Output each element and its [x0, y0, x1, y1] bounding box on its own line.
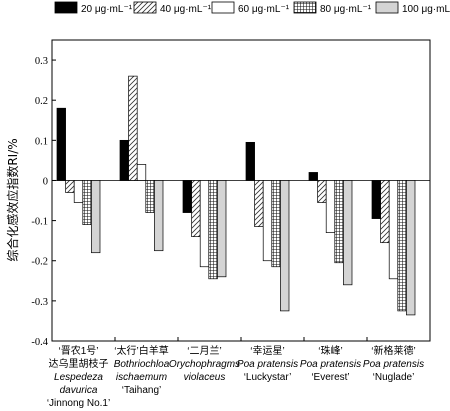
bar	[154, 180, 164, 252]
legend-label: 60 μg·mL⁻¹	[238, 4, 290, 15]
bar	[262, 180, 273, 262]
category-label-line: Bothriochloa	[114, 359, 170, 370]
bar	[56, 107, 66, 181]
y-tick-label: 0.3	[35, 56, 48, 67]
category-label-line: 达乌里胡枝子	[49, 357, 109, 370]
bar	[406, 180, 416, 316]
bar	[136, 164, 147, 181]
category-label-line: ischaemum	[116, 372, 167, 383]
legend: 20 μg·mL⁻¹ 40 μg·mL⁻¹ 60 μg·mL⁻¹ 80 μg·mL⁻¹…	[54, 1, 450, 15]
bar	[280, 180, 290, 312]
legend-label: 100 μg·mL⁻¹	[402, 4, 450, 15]
bar	[271, 180, 281, 268]
category-label-line: ‘Taihang’	[122, 385, 161, 396]
category-label-line: ‘Luckystar’	[244, 372, 292, 383]
bar	[182, 180, 192, 213]
y-axis: -0.4 -0.3 -0.2 -0.1 0 0.1 0.2 0.3	[31, 56, 56, 348]
category-label-line: ‘Nuglade’	[373, 372, 415, 383]
bar	[73, 180, 84, 203]
category-label-line: ‘幸运星’	[250, 345, 284, 357]
y-tick-label: 0.1	[35, 136, 48, 147]
bar	[191, 180, 201, 238]
bar	[317, 180, 327, 203]
category-label-line: Poa pratensis	[300, 359, 361, 370]
bar	[380, 180, 390, 244]
plot-area	[51, 39, 431, 342]
y-axis-label: 综合化感效应指数RI/%	[5, 138, 20, 261]
category-label-line: ‘太行’白羊草	[114, 344, 168, 357]
y-tick-label: 0	[43, 176, 48, 187]
legend-swatch	[54, 1, 78, 14]
bar	[245, 141, 255, 181]
y-tick-label: -0.4	[31, 337, 48, 348]
y-tick-label: -0.3	[31, 297, 48, 308]
bar	[343, 180, 353, 286]
bar	[254, 180, 264, 227]
bar	[82, 180, 92, 225]
category-labels: ‘晋农1号’达乌里胡枝子 Lespedeza davurica ‘Jinnong No…	[47, 344, 424, 409]
category-label-line: ‘珠峰’	[318, 344, 342, 357]
bar	[91, 180, 101, 254]
category-label-line: Poa pratensis	[237, 359, 298, 370]
legend-swatch	[293, 1, 317, 14]
bar	[128, 75, 138, 181]
category-label-line: violaceus	[184, 372, 226, 383]
bar	[388, 180, 399, 280]
y-tick-label: -0.1	[31, 217, 48, 228]
y-tick-label: 0.2	[35, 96, 48, 107]
legend-label: 40 μg·mL⁻¹	[160, 4, 212, 15]
bar	[217, 180, 227, 278]
bar	[145, 180, 155, 213]
category-label-line: davurica	[60, 385, 98, 396]
bar	[65, 180, 75, 193]
legend-swatch	[211, 1, 235, 14]
category-label-line: Poa pratensis	[363, 359, 424, 370]
bar	[199, 180, 210, 268]
category-label-line: Lespedeza	[54, 372, 103, 383]
category-label-line: ‘二月兰’	[187, 344, 221, 357]
category-label-line: ‘Jinnong No.1’	[47, 398, 110, 409]
bar	[208, 180, 218, 280]
bar	[325, 180, 336, 233]
legend-swatch	[375, 1, 399, 14]
bar	[371, 180, 381, 219]
category-label-line: ‘新格莱德’	[371, 344, 415, 357]
category-label-line: Orychophragms	[169, 359, 240, 370]
legend-swatch	[133, 1, 157, 14]
bar	[397, 180, 407, 312]
category-label-line: ‘Everest’	[311, 372, 349, 383]
y-tick-label: -0.2	[31, 257, 48, 268]
category-label-line: ‘晋农1号’	[58, 344, 98, 357]
bar	[334, 180, 344, 264]
bar	[119, 139, 129, 181]
legend-label: 80 μg·mL⁻¹	[320, 4, 372, 15]
legend-label: 20 μg·mL⁻¹	[81, 4, 133, 15]
bar	[308, 172, 318, 181]
